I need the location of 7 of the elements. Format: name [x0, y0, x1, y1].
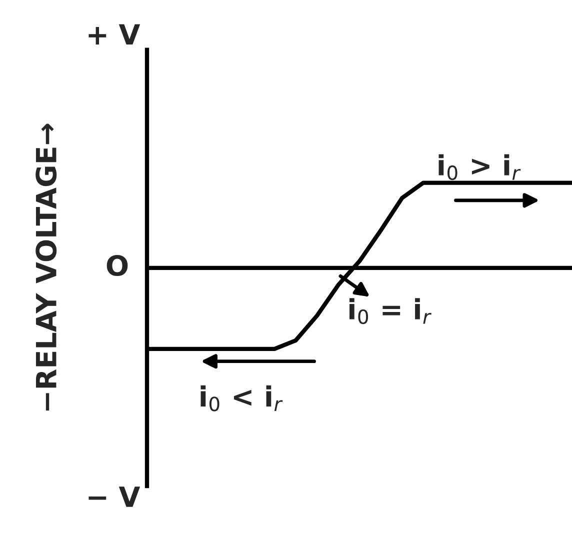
text: i$_{0}$ > i$_{r}$: [438, 154, 521, 180]
text: − V: [88, 486, 140, 507]
annotation: i$_{0}$ = i$_{r}$: [350, 298, 432, 324]
y-axis-title: −RELAY VOLTAGE→: [36, 124, 57, 411]
text: i$_{0}$ < i$_{r}$: [200, 385, 283, 412]
text: O: [106, 255, 128, 276]
text: + V: [88, 24, 140, 44]
